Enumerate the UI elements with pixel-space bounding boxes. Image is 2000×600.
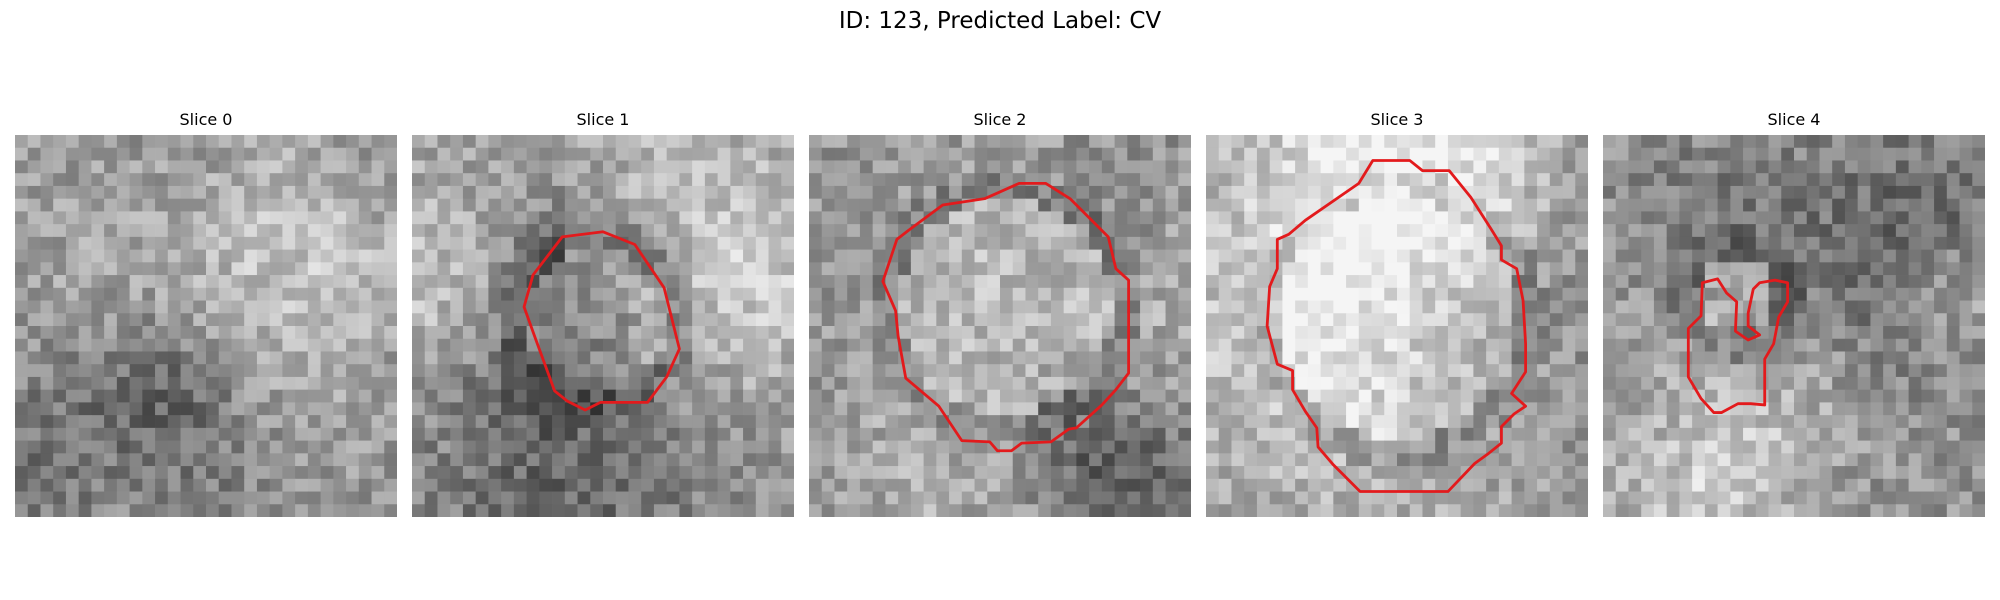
slice-title: Slice 3	[1206, 110, 1588, 135]
figure-title: ID: 123, Predicted Label: CV	[0, 8, 2000, 34]
slice-panel-3: Slice 3	[1206, 110, 1588, 517]
slice-title: Slice 4	[1603, 110, 1985, 135]
slice-panel-4: Slice 4	[1603, 110, 1985, 517]
slice-title: Slice 0	[15, 110, 397, 135]
slice-image	[809, 135, 1191, 517]
slice-image	[1206, 135, 1588, 517]
slice-panel-1: Slice 1	[412, 110, 794, 517]
slice-panel-0: Slice 0	[15, 110, 397, 517]
slice-image	[412, 135, 794, 517]
slice-title: Slice 2	[809, 110, 1191, 135]
slice-image	[1603, 135, 1985, 517]
slice-panel-2: Slice 2	[809, 110, 1191, 517]
slice-title: Slice 1	[412, 110, 794, 135]
slice-image	[15, 135, 397, 517]
